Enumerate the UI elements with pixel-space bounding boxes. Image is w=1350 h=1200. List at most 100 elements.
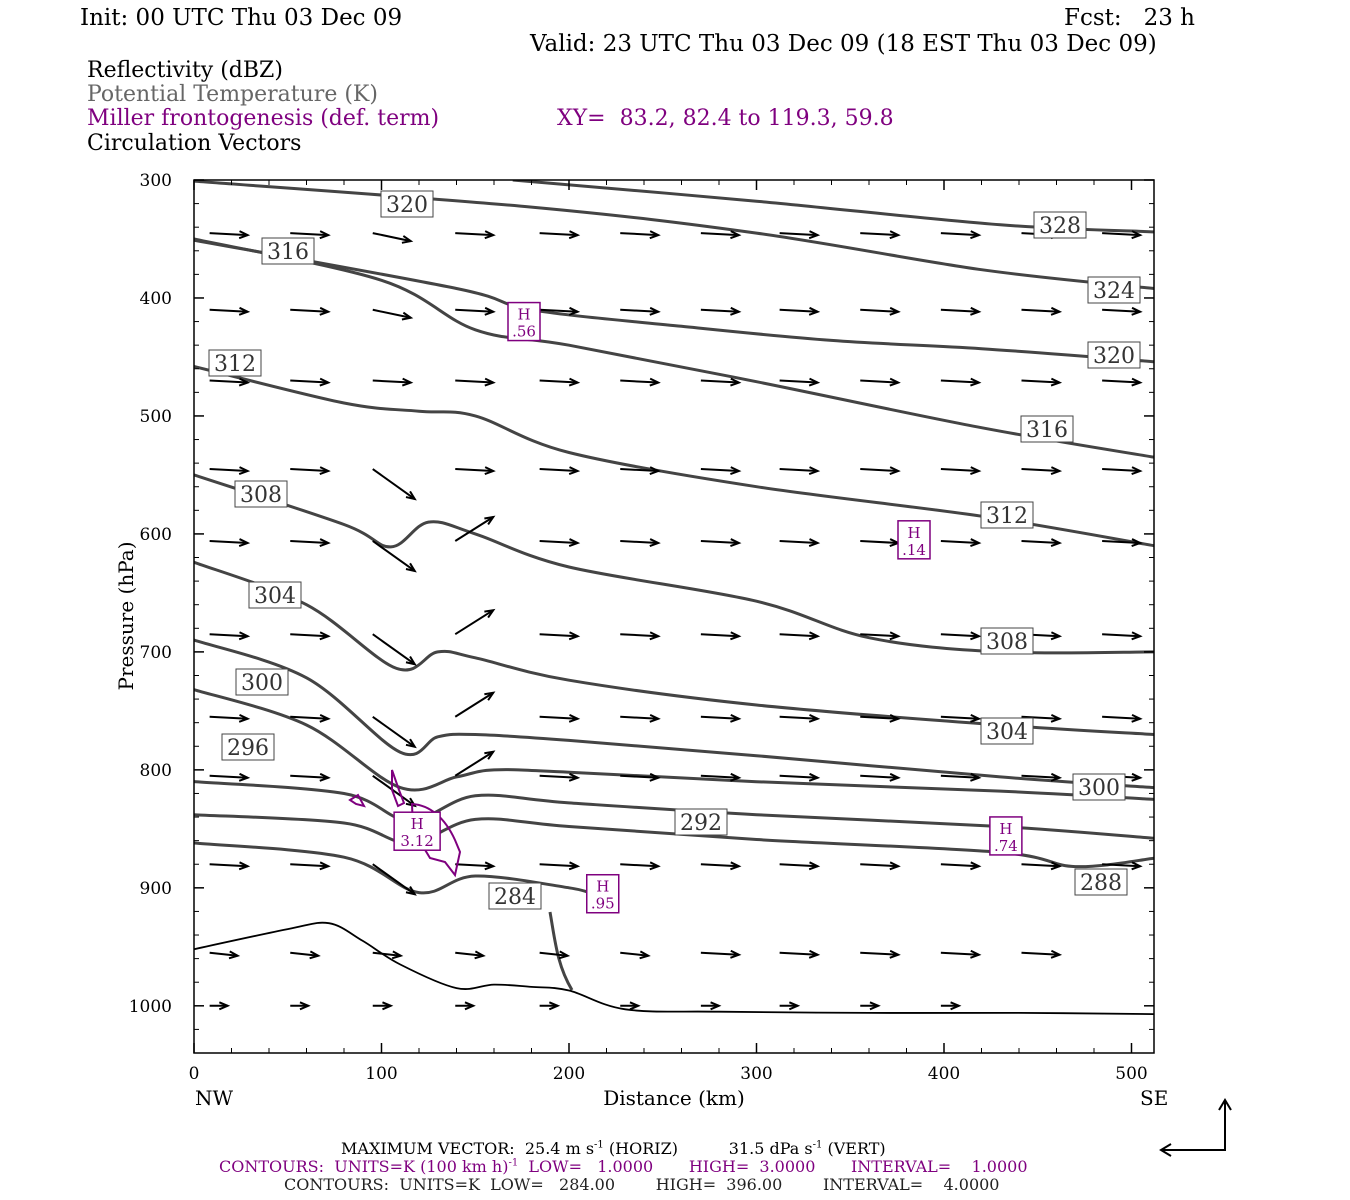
theta-label: 324: [1087, 276, 1141, 304]
circulation-vector: [209, 950, 241, 960]
circulation-vector: [1021, 861, 1063, 871]
theta-label: 292: [674, 808, 728, 836]
theta-contour-320: [194, 238, 1154, 364]
circulation-vector: [539, 538, 581, 548]
circulation-vector: [620, 377, 661, 387]
circulation-vector: [372, 1001, 394, 1011]
circulation-vector: [700, 861, 742, 871]
legend-theta: Potential Temperature (K): [87, 82, 378, 107]
circulation-vector: [209, 466, 251, 476]
svg-text:304: 304: [254, 584, 296, 609]
theta-contour-284-tail: [548, 911, 574, 991]
forecast-hour: Fcst: 23 h: [1064, 5, 1195, 31]
svg-text:320: 320: [1093, 344, 1135, 369]
theta-contour-308: [194, 473, 1154, 655]
circulation-vector: [455, 950, 486, 960]
scale-arrow-icon: [1159, 1098, 1232, 1157]
circulation-vector: [620, 950, 651, 960]
valid-time: Valid: 23 UTC Thu 03 Dec 09 (18 EST Thu …: [530, 31, 1157, 57]
svg-text:292: 292: [680, 811, 722, 836]
circulation-vector: [539, 950, 571, 960]
circulation-vector: [779, 949, 821, 959]
y-tick-label: 300: [140, 171, 172, 191]
circulation-vector: [700, 306, 742, 316]
circulation-vector: [779, 230, 821, 240]
svg-text:300: 300: [241, 671, 283, 696]
theta-label: 320: [380, 190, 434, 218]
circulation-vector: [940, 631, 982, 641]
x-tick-label: 100: [365, 1064, 397, 1084]
svg-text:H: H: [596, 878, 609, 896]
circulation-vector: [455, 230, 496, 240]
circulation-vector: [372, 863, 417, 896]
circulation-vector: [620, 772, 661, 782]
circulation-vector: [779, 466, 821, 476]
circulation-vector: [860, 1001, 881, 1011]
x-tick-label: 0: [189, 1064, 200, 1084]
theta-label: 300: [1072, 773, 1126, 801]
circulation-vector: [700, 1001, 722, 1011]
circulation-vector: [539, 466, 581, 476]
circulation-vector: [940, 861, 982, 871]
theta-label: 288: [1074, 868, 1128, 896]
y-tick-label: 500: [140, 407, 172, 427]
circulation-vector: [539, 306, 581, 316]
legend-miller: Miller frontogenesis (def. term): [87, 106, 440, 131]
svg-text:.74: .74: [994, 837, 1018, 855]
svg-text:300: 300: [1078, 776, 1120, 801]
circulation-vector: [860, 861, 901, 871]
theta-label: 304: [248, 581, 302, 609]
footer-max-vector: MAXIMUM VECTOR: 25.4 m s-1 (HORIZ) 31.5 …: [341, 1139, 886, 1158]
footer-contours-theta: CONTOURS: UNITS=K LOW= 284.00 HIGH= 396.…: [284, 1175, 1000, 1194]
circulation-vector: [372, 468, 417, 501]
svg-text:3.12: 3.12: [400, 832, 433, 850]
circulation-vector: [372, 377, 414, 387]
circulation-vector: [860, 949, 901, 959]
x-tick-label: 500: [1115, 1064, 1147, 1084]
circulation-vector: [1021, 306, 1063, 316]
miller-contour: [391, 769, 406, 808]
circulation-vector: [779, 713, 821, 723]
svg-text:284: 284: [494, 885, 536, 910]
circulation-vector: [290, 772, 331, 782]
y-tick-label: 1000: [129, 997, 172, 1017]
miller-contour: [348, 793, 366, 808]
theta-label: 328: [1033, 211, 1087, 239]
circulation-vector: [455, 377, 496, 387]
circulation-vector: [860, 377, 901, 387]
circulation-vector: [455, 306, 496, 316]
circulation-vector: [209, 377, 251, 387]
circulation-vector: [539, 1001, 561, 1011]
circulation-vector: [779, 377, 821, 387]
circulation-vector: [700, 230, 742, 240]
miller-maximum: H.14: [897, 520, 931, 560]
circulation-vector: [1021, 772, 1063, 782]
theta-label: 316: [1020, 415, 1074, 443]
circulation-vector: [1102, 538, 1143, 548]
circulation-vector: [372, 950, 404, 960]
svg-text:308: 308: [240, 483, 282, 508]
theta-label: 284: [488, 882, 542, 910]
circulation-vector: [860, 230, 901, 240]
max-vector-vert-exp: -1: [812, 1139, 823, 1151]
theta-contour-300: [194, 638, 1154, 790]
contours-miller-exp: -1: [508, 1157, 519, 1169]
circulation-vector: [620, 631, 661, 641]
circulation-vector: [454, 515, 496, 542]
svg-text:288: 288: [1080, 871, 1122, 896]
circulation-vector: [1102, 377, 1143, 387]
contours-miller-units: CONTOURS: UNITS=K (100 km h): [219, 1157, 509, 1176]
svg-text:316: 316: [1026, 418, 1068, 443]
miller-maximum: H.56: [507, 301, 541, 342]
circulation-vector: [779, 306, 821, 316]
miller-contour: [410, 802, 462, 878]
x-axis-title: Distance (km): [603, 1086, 745, 1110]
circulation-vector: [1102, 713, 1143, 723]
circulation-vector: [372, 232, 414, 244]
circulation-vector: [779, 631, 821, 641]
y-tick-label: 700: [140, 643, 172, 663]
circulation-vector: [290, 306, 331, 316]
circulation-vector: [860, 306, 901, 316]
circulation-vector: [372, 715, 417, 749]
svg-text:.95: .95: [591, 895, 615, 913]
